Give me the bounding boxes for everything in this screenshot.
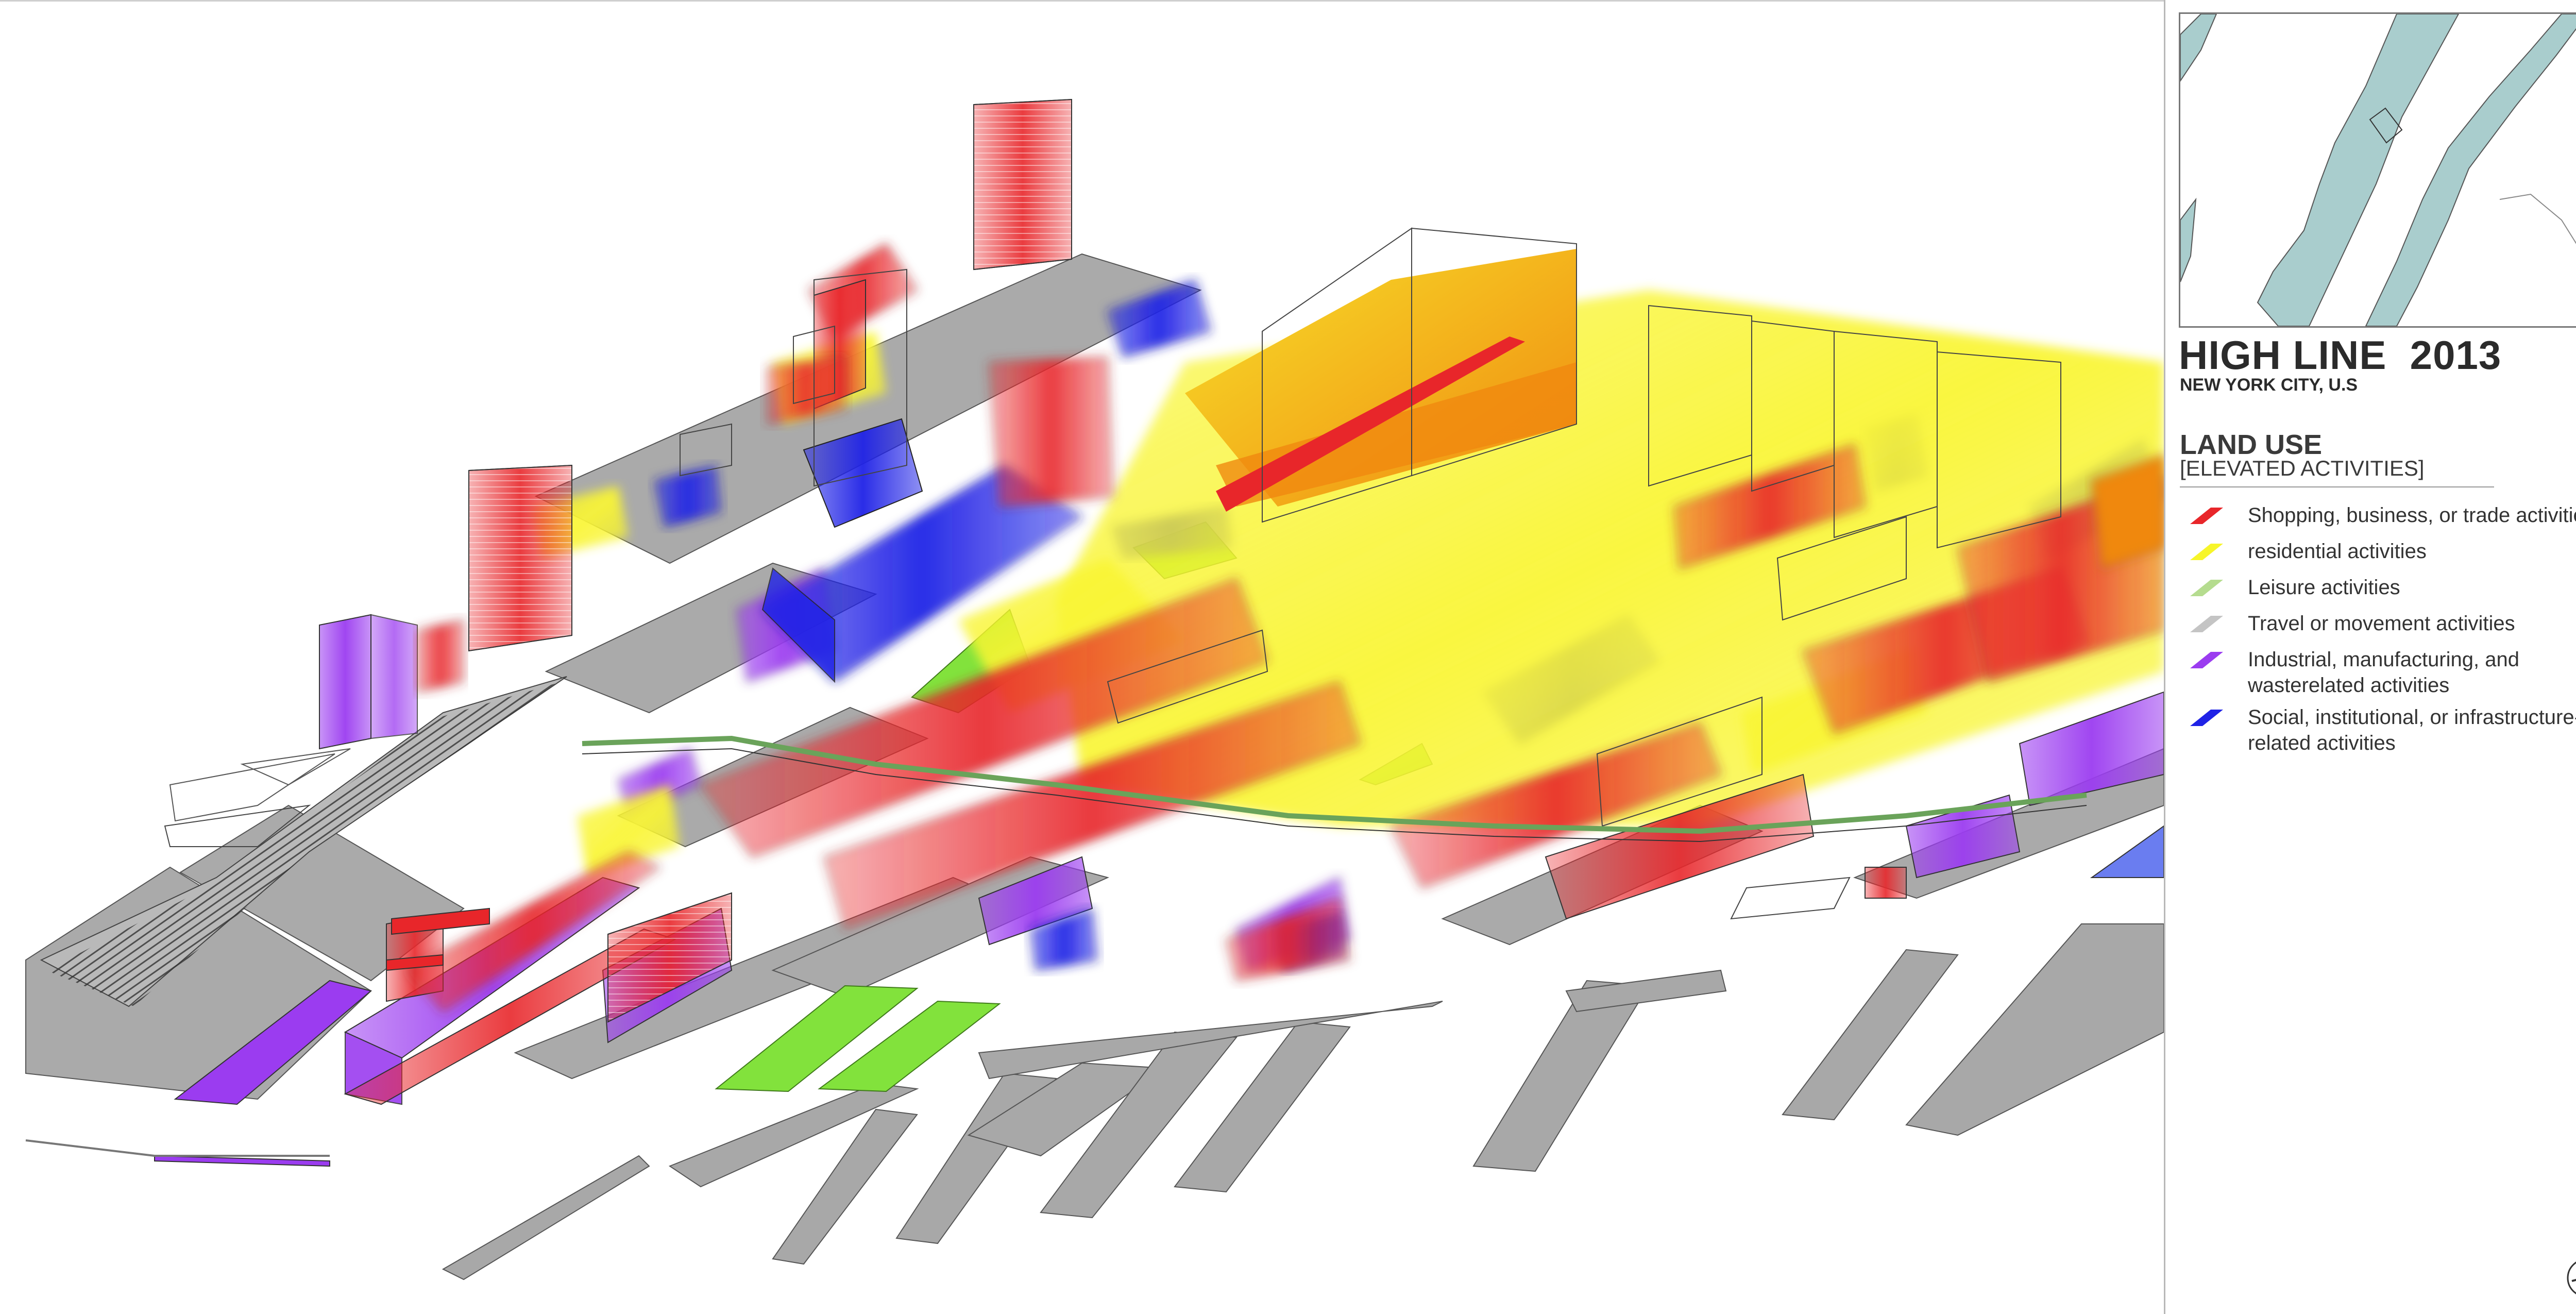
building-outlines — [164, 227, 2061, 920]
locator-map-drawing — [2180, 14, 2576, 326]
section-subtitle: [ELEVATED ACTIVITIES] — [2180, 456, 2425, 480]
locator-map — [2179, 12, 2576, 328]
commercial-swatch-icon — [2190, 508, 2223, 524]
info-panel: HIGH LINE 2013 NEW YORK CITY, U.S LAND U… — [2165, 0, 2576, 1314]
north-arrow-icon — [2567, 1261, 2576, 1294]
riverfront-line — [25, 1139, 330, 1157]
piers — [442, 923, 2164, 1281]
map-subtitle: NEW YORK CITY, U.S — [2180, 375, 2358, 395]
legend-label: residential activities — [2248, 540, 2427, 563]
section-divider — [2180, 486, 2494, 487]
legend-label: Travel or movement activities — [2248, 612, 2515, 635]
legend-label: Industrial, manufacturing, and wasterela… — [2248, 648, 2519, 697]
isometric-land-use-map[interactable] — [0, 0, 2164, 1314]
commercial-buildings — [344, 98, 2164, 1105]
legend-label: Leisure activities — [2248, 576, 2400, 599]
locator-highlight — [2369, 107, 2403, 144]
social-swatch-icon — [2190, 710, 2223, 726]
high-line-path — [582, 735, 2087, 834]
map-title: HIGH LINE 2013 — [2179, 332, 2502, 378]
legend-label: Social, institutional, or infrastructure… — [2248, 706, 2576, 754]
travel-swatch-icon — [2190, 616, 2223, 632]
residential-swatch-icon — [2190, 544, 2223, 560]
section-title: LAND USE — [2180, 429, 2323, 460]
industrial-swatch-icon — [2190, 652, 2223, 668]
map-canvas — [25, 98, 2164, 1281]
leisure-swatch-icon — [2190, 580, 2223, 596]
rail-yard — [40, 676, 567, 1007]
legend-label: Shopping, business, or trade activities — [2248, 504, 2576, 527]
panel-divider — [2164, 0, 2165, 1314]
